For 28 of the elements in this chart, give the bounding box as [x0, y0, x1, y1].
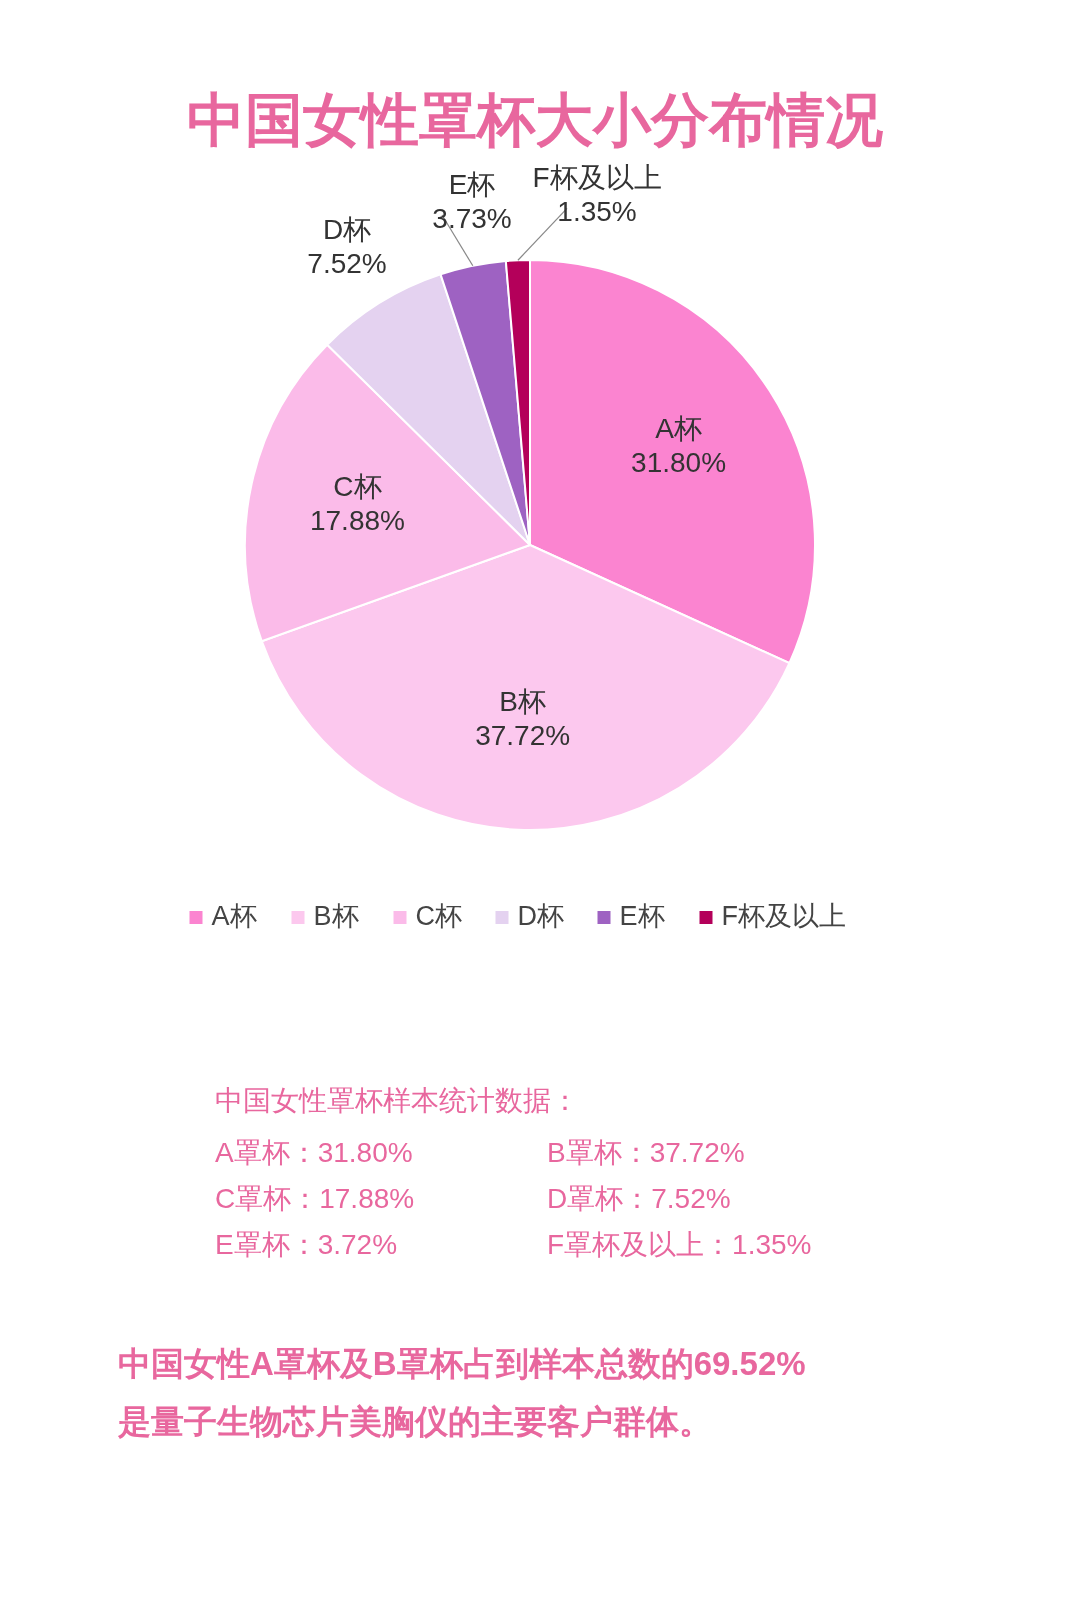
legend-label: A杯	[211, 901, 257, 931]
slice-label: B杯	[499, 685, 547, 717]
slice-label: D杯	[322, 214, 372, 246]
slice-label: F杯及以上	[532, 162, 662, 194]
slice-label: C杯	[333, 470, 382, 502]
slice-label: A杯	[655, 413, 702, 445]
data-label: 17.88%	[309, 504, 405, 536]
legend-label: F杯及以上	[721, 901, 846, 931]
data-label: 31.80%	[631, 447, 727, 479]
text: C罩杯：17.88%	[215, 1183, 415, 1214]
legend-label: D杯	[517, 901, 564, 931]
text: 中国女性A罩杯及B罩杯占到样本总数的69.52%	[118, 1345, 806, 1382]
text: D罩杯：7.52%	[547, 1183, 731, 1214]
chart-title: 中国女性罩杯大小分布情况	[186, 87, 883, 152]
data-label: 1.35%	[557, 196, 637, 228]
text: B罩杯：37.72%	[547, 1137, 745, 1168]
legend-label: C杯	[415, 901, 462, 931]
data-label: 7.52%	[307, 248, 387, 280]
text: 是量子生物芯片美胸仪的主要客户群体。	[117, 1403, 712, 1440]
legend-label: B杯	[313, 901, 359, 931]
data-label: 3.73%	[432, 203, 512, 235]
slice-label: E杯	[448, 169, 496, 201]
text: 中国女性罩杯样本统计数据：	[215, 1085, 579, 1116]
text: A罩杯：31.80%	[215, 1137, 413, 1168]
legend-label: E杯	[619, 901, 665, 931]
text: E罩杯：3.72%	[215, 1229, 398, 1260]
data-label: 37.72%	[475, 719, 571, 751]
text: F罩杯及以上：1.35%	[547, 1229, 812, 1260]
